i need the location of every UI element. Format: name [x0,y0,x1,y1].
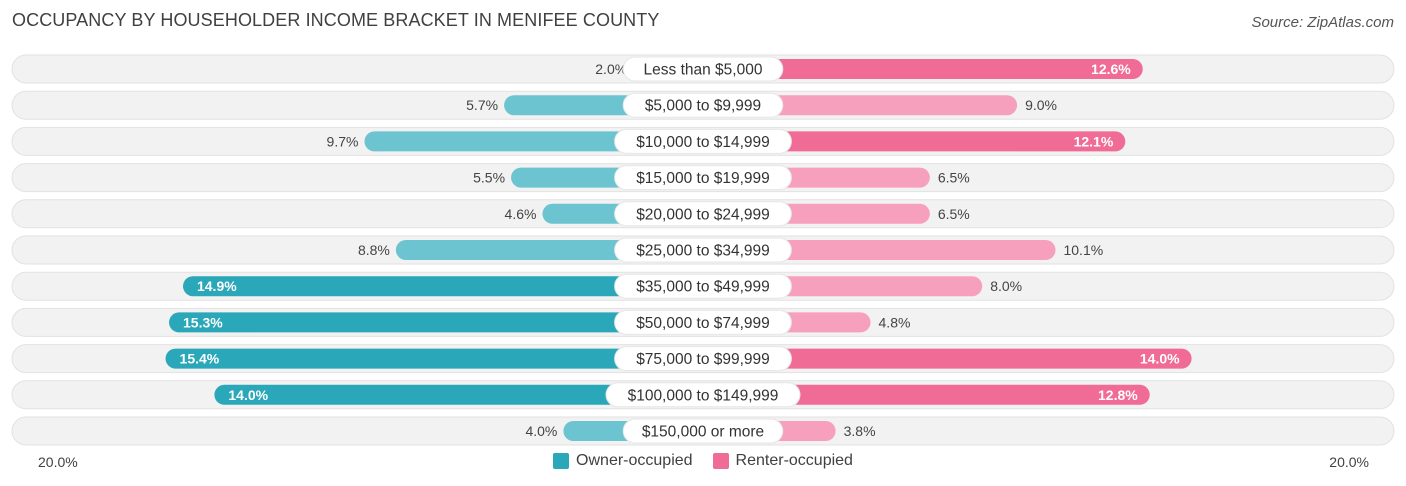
category-label: $100,000 to $149,999 [628,387,779,404]
legend-label-renter: Renter-occupied [735,452,853,469]
renter-bar [693,59,1143,79]
owner-bar [165,348,714,369]
owner-value-label: 9.7% [327,133,359,149]
legend-item-renter: Renter-occupied [712,452,853,470]
category-label-pill [605,382,801,408]
renter-value-label: 6.5% [938,206,970,222]
legend-swatch-owner [553,453,570,469]
renter-value-label: 3.8% [844,423,876,439]
renter-bar [693,131,1126,152]
owner-bar [169,312,713,333]
category-label: $35,000 to $49,999 [636,279,770,296]
axis-right-label: 20.0% [1329,454,1369,470]
owner-value-label: 15.3% [183,314,223,330]
owner-value-label: 4.0% [525,423,557,439]
category-label: $150,000 or more [642,424,764,441]
renter-value-label: 9.0% [1025,97,1057,113]
renter-value-label: 12.1% [1074,133,1114,149]
renter-value-label: 8.0% [990,278,1022,294]
owner-bar [182,276,714,297]
category-label: Less than $5,000 [644,62,763,79]
axis-left-label: 20.0% [38,454,78,470]
owner-value-label: 4.6% [505,206,537,222]
owner-value-label: 14.9% [197,278,237,294]
category-label: $75,000 to $99,999 [636,351,770,368]
category-label-pill [614,201,792,227]
category-label-pill [622,56,784,82]
category-label: $10,000 to $14,999 [636,134,770,151]
renter-bar [693,384,1150,405]
owner-value-label: 8.8% [358,242,390,258]
category-label-pill [614,237,792,263]
renter-value-label: 12.8% [1098,387,1138,403]
category-label-pill [614,273,792,299]
category-label: $20,000 to $24,999 [636,206,770,223]
legend: Owner-occupied Renter-occupied [0,452,1406,470]
legend-label-owner: Owner-occupied [576,452,693,469]
category-label: $15,000 to $19,999 [636,170,770,187]
category-label: $25,000 to $34,999 [636,243,770,260]
renter-bar [693,348,1192,369]
category-label: $50,000 to $74,999 [636,315,770,332]
category-label-pill [614,346,792,372]
category-label-pill [614,165,792,191]
owner-bar [214,384,713,405]
renter-value-label: 10.1% [1063,242,1103,258]
owner-value-label: 2.0% [595,61,627,77]
renter-value-label: 12.6% [1091,61,1131,77]
category-label-pill [614,128,792,154]
legend-swatch-renter [712,453,729,469]
renter-value-label: 4.8% [879,314,911,330]
source-label: Source: ZipAtlas.com [1251,14,1394,31]
legend-item-owner: Owner-occupied [553,452,693,470]
owner-value-label: 5.7% [466,97,498,113]
category-label-pill [622,418,784,444]
category-label-pill [614,309,792,335]
owner-value-label: 5.5% [473,170,505,186]
chart-title: OCCUPANCY BY HOUSEHOLDER INCOME BRACKET … [12,10,660,30]
renter-value-label: 6.5% [938,170,970,186]
renter-value-label: 14.0% [1140,351,1180,367]
category-label-pill [622,92,784,118]
category-label: $5,000 to $9,999 [645,98,761,115]
owner-value-label: 14.0% [228,387,268,403]
owner-value-label: 15.4% [180,351,220,367]
